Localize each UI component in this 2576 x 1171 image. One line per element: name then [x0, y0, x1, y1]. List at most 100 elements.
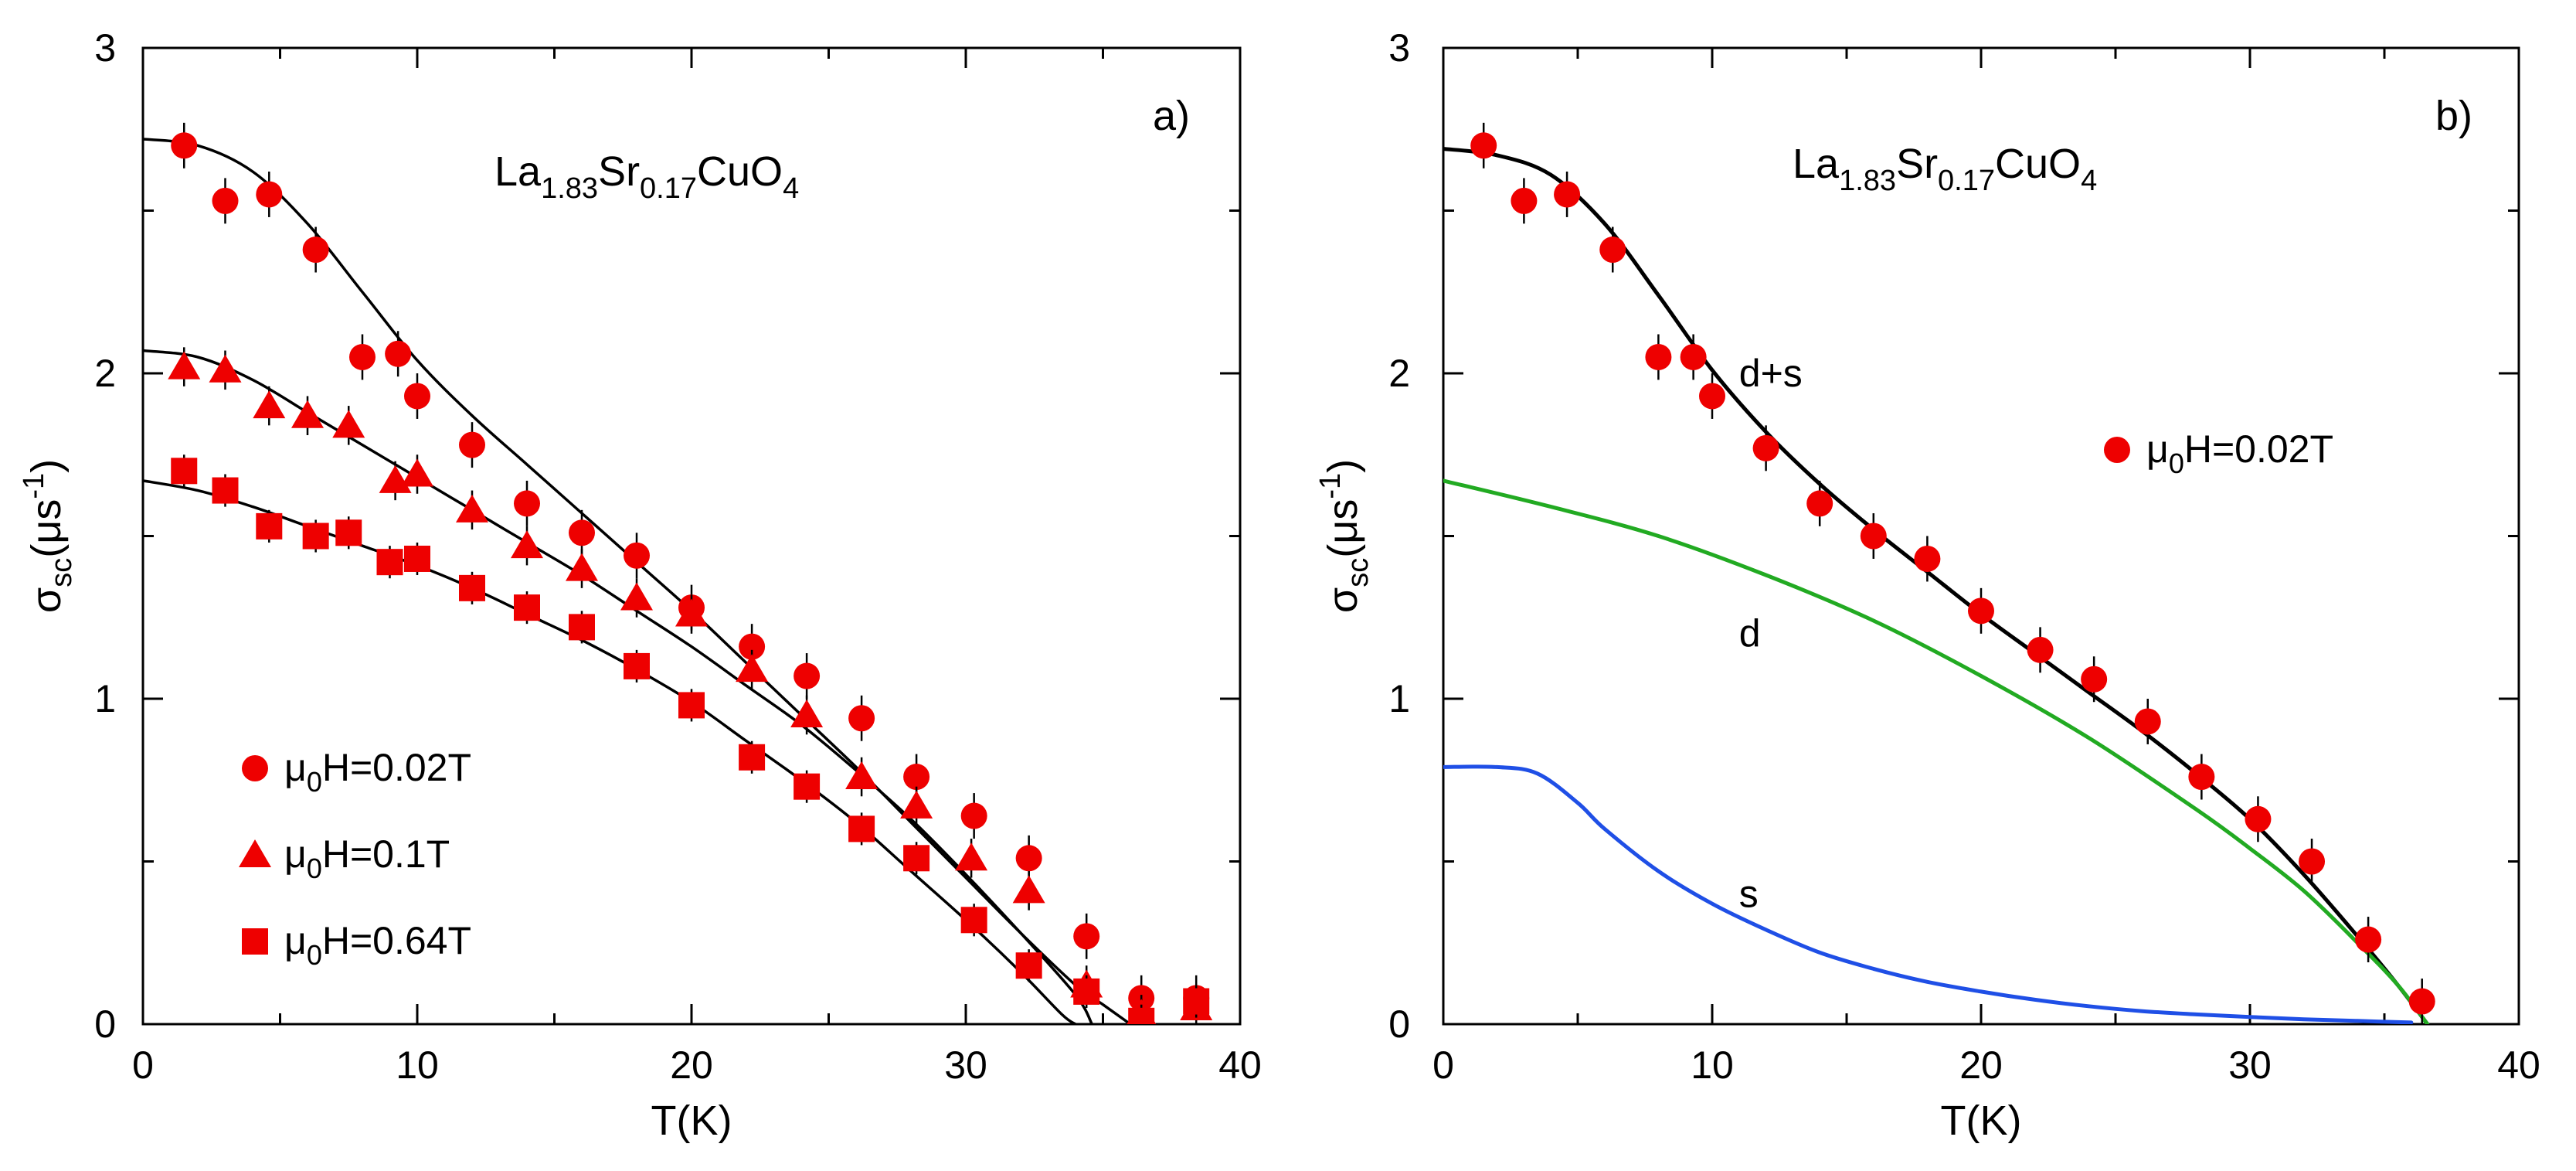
- data-point-triangle: [620, 582, 653, 611]
- y-tick-label: 3: [94, 26, 116, 70]
- data-point-triangle: [401, 458, 433, 487]
- data-point-square: [335, 519, 362, 546]
- y-axis-symbol: σ: [1320, 587, 1366, 613]
- data-point-square: [404, 545, 430, 572]
- data-point-circle: [1680, 343, 1707, 370]
- data-point-circle: [569, 519, 595, 546]
- data-point-triangle: [253, 390, 286, 419]
- curve-label-d: d: [1739, 612, 1761, 655]
- data-point-triangle: [511, 530, 543, 559]
- x-axis-title: T(K): [651, 1098, 732, 1144]
- data-point-triangle: [675, 598, 708, 627]
- data-point-square: [376, 549, 403, 576]
- legend-text: H=0.64T: [322, 919, 471, 962]
- formula-part: La: [494, 148, 542, 195]
- formula-subscript: 1.83: [1839, 165, 1896, 197]
- y-tick-label: 3: [1388, 26, 1410, 70]
- data-point-circle: [960, 802, 987, 829]
- data-point-square: [302, 523, 329, 550]
- data-point-circle: [794, 662, 821, 689]
- x-tick-label: 40: [1218, 1043, 1262, 1087]
- y-axis-symbol: σ: [23, 587, 70, 613]
- data-point-triangle: [845, 761, 878, 790]
- data-point-circle: [2408, 988, 2435, 1015]
- data-point-circle: [848, 705, 875, 732]
- data-point-circle: [514, 490, 540, 517]
- data-point-triangle: [955, 843, 988, 871]
- y-axis-subscript: sc: [46, 558, 78, 587]
- panel-label: b): [2435, 93, 2472, 139]
- legend-label-square: μ0H=0.64T: [284, 919, 471, 971]
- data-point-circle: [1914, 545, 1941, 572]
- y-axis-unit: (μs: [1320, 499, 1366, 558]
- formula-subscript: 4: [783, 172, 799, 205]
- data-point-circle: [256, 181, 283, 208]
- model-line-s: [1443, 764, 2414, 1024]
- legend-marker-triangle: [239, 839, 271, 867]
- data-point-circle: [2081, 665, 2108, 693]
- data-point-triangle: [736, 654, 769, 683]
- legend-label-circle: μ0H=0.02T: [284, 746, 471, 798]
- y-tick-label: 0: [1388, 1002, 1410, 1046]
- data-point-circle: [1599, 237, 1626, 264]
- y-axis-unit-close: ): [23, 459, 70, 473]
- data-point-circle: [2355, 926, 2382, 953]
- data-point-circle: [1968, 597, 1994, 625]
- data-point-circle: [1511, 187, 1538, 214]
- x-tick-label: 20: [1959, 1043, 2003, 1087]
- data-point-square: [171, 458, 198, 485]
- y-tick-label: 1: [1388, 677, 1410, 720]
- data-point-circle: [385, 340, 412, 367]
- data-point-square: [960, 907, 987, 934]
- legend-mu: μ: [284, 746, 307, 789]
- data-point-circle: [1645, 343, 1672, 370]
- formula-part: Sr: [1896, 141, 1938, 187]
- data-point-circle: [903, 764, 930, 791]
- x-tick-label: 10: [1691, 1043, 1734, 1087]
- legend-label-triangle: μ0H=0.1T: [284, 832, 450, 884]
- data-point-triangle: [456, 494, 488, 523]
- legend-mu: μ: [284, 919, 307, 962]
- formula-part: Sr: [598, 148, 640, 195]
- y-axis-superscript: -1: [18, 473, 50, 499]
- data-point-square: [256, 512, 283, 540]
- y-axis-title: σsc(μs-1): [1314, 459, 1375, 613]
- data-point-triangle: [1012, 875, 1045, 904]
- y-axis-subscript: sc: [1342, 558, 1375, 587]
- legend-label-circle: μ0H=0.02T: [2146, 427, 2333, 479]
- formula-subscript: 0.17: [1938, 165, 1995, 197]
- legend-text: H=0.02T: [2184, 427, 2333, 471]
- data-point-circle: [1073, 923, 1100, 950]
- y-tick-label: 0: [94, 1002, 116, 1046]
- data-point-circle: [739, 633, 766, 660]
- data-point-circle: [404, 383, 430, 410]
- formula-part: La: [1793, 141, 1840, 187]
- data-point-triangle: [566, 553, 598, 581]
- data-point-square: [1015, 952, 1042, 979]
- data-point-circle: [212, 187, 239, 214]
- data-point-triangle: [790, 700, 824, 728]
- data-point-circle: [1752, 434, 1779, 461]
- data-point-square: [1183, 988, 1210, 1015]
- data-point-triangle: [332, 410, 365, 438]
- formula-subscript: 0.17: [640, 172, 697, 205]
- compound-formula: La1.83Sr0.17CuO4: [494, 148, 799, 205]
- panel-label: a): [1153, 93, 1190, 139]
- data-point-circle: [459, 431, 485, 458]
- data-point-square: [624, 652, 650, 679]
- plot-area: [1443, 122, 2435, 1024]
- data-point-circle: [1015, 845, 1042, 872]
- data-point-circle: [302, 237, 329, 264]
- data-point-square: [848, 815, 875, 843]
- model-line-d: [1443, 478, 2430, 1024]
- legend-subscript: 0: [307, 939, 322, 971]
- legend-text: H=0.02T: [322, 746, 471, 789]
- compound-formula: La1.83Sr0.17CuO4: [1793, 141, 2097, 197]
- plot-area: [143, 122, 1213, 1024]
- x-tick-label: 40: [2497, 1043, 2540, 1087]
- y-axis-unit-close: ): [1320, 459, 1366, 473]
- legend-mu: μ: [284, 832, 307, 876]
- formula-part: CuO: [1995, 141, 2081, 187]
- data-point-square: [739, 744, 766, 771]
